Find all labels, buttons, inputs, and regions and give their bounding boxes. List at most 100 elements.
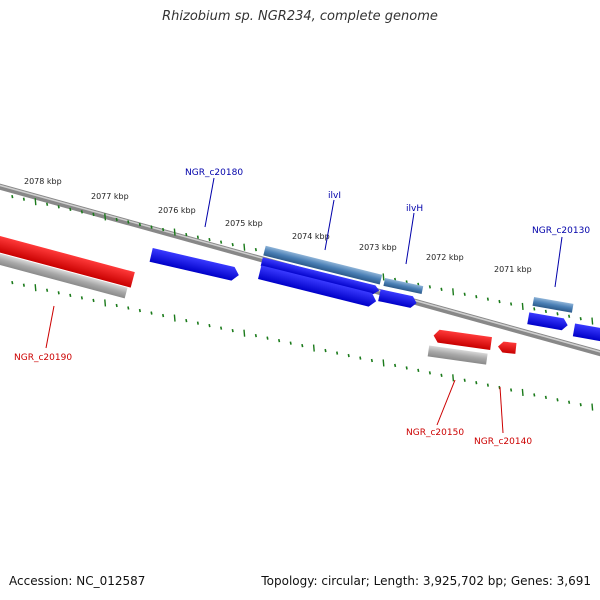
minor-tick	[69, 207, 72, 212]
gene-ilvI[interactable]	[260, 257, 381, 295]
kbp-label: 2075 kbp	[225, 219, 263, 228]
leader-NGR_c20180	[204, 177, 215, 228]
kbp-label: 2078 kbp	[24, 177, 62, 186]
major-tick	[382, 273, 385, 281]
reverse-features	[0, 235, 517, 365]
minor-tick	[254, 333, 257, 338]
minor-tick	[359, 356, 362, 360]
minor-tick	[11, 280, 14, 285]
gene-label-NGR_c20180[interactable]: NGR_c20180	[185, 168, 243, 178]
gene-NGR_c20150[interactable]	[433, 329, 492, 350]
major-tick	[243, 243, 246, 251]
minor-tick	[11, 194, 14, 199]
gene-label-NGR_c20140[interactable]: NGR_c20140	[474, 437, 532, 447]
scale-labels: 2078 kbp 2077 kbp 2076 kbp 2075 kbp 2074…	[24, 177, 532, 274]
minor-tick	[138, 222, 141, 227]
major-tick	[521, 302, 524, 311]
cds-NGR_c20130[interactable]	[532, 296, 574, 313]
leader-NGR_c20190	[45, 305, 55, 349]
minor-tick	[486, 297, 489, 301]
minor-tick	[579, 316, 582, 321]
minor-tick	[579, 402, 582, 407]
minor-tick	[266, 336, 269, 340]
leader-lines	[45, 177, 563, 434]
minor-tick	[150, 311, 153, 315]
major-tick	[312, 344, 315, 352]
minor-tick	[428, 285, 431, 289]
leader-NGR_c20150	[436, 379, 456, 426]
major-tick	[591, 403, 594, 411]
gene-label-NGR_c20190[interactable]: NGR_c20190	[14, 353, 72, 363]
gene-NGR_c20130[interactable]	[527, 312, 568, 331]
gene-edge-right[interactable]	[572, 323, 600, 343]
minor-tick	[22, 283, 25, 287]
gene-label-ilvH[interactable]: ilvH	[406, 204, 423, 214]
gene-ilvI-lower[interactable]	[257, 265, 378, 308]
cds-NGR_c20190[interactable]	[0, 251, 128, 299]
major-tick	[591, 317, 594, 325]
minor-tick	[208, 323, 211, 328]
minor-tick	[533, 393, 536, 397]
major-tick	[382, 359, 385, 367]
major-tick	[104, 299, 107, 307]
minor-tick	[162, 227, 165, 232]
major-tick	[452, 374, 455, 382]
minor-tick	[544, 395, 547, 400]
minor-tick	[544, 309, 547, 314]
gene-labels: NGR_c20180 ilvI ilvH NGR_c20130 NGR_c201…	[14, 168, 590, 447]
minor-tick	[196, 321, 199, 325]
minor-tick	[92, 298, 95, 303]
minor-tick	[220, 326, 223, 330]
minor-tick	[301, 343, 304, 348]
gene-ilvH[interactable]	[378, 289, 418, 309]
minor-tick	[196, 235, 199, 239]
minor-tick	[568, 314, 571, 318]
minor-tick	[498, 299, 501, 304]
gene-label-NGR_c20150[interactable]: NGR_c20150	[406, 428, 464, 438]
minor-tick	[22, 197, 25, 201]
minor-tick	[417, 368, 420, 373]
minor-tick	[127, 220, 130, 224]
major-tick	[173, 314, 176, 322]
gene-label-NGR_c20130[interactable]: NGR_c20130	[532, 226, 590, 236]
minor-tick	[162, 313, 165, 318]
minor-tick	[220, 240, 223, 244]
cds-ilvI[interactable]	[263, 245, 383, 285]
topology-text: Topology: circular; Length: 3,925,702 bp…	[261, 574, 591, 588]
gene-NGR_c20180[interactable]	[149, 248, 241, 282]
minor-tick	[475, 381, 478, 385]
kbp-label: 2071 kbp	[494, 265, 532, 274]
major-tick	[34, 198, 37, 206]
minor-tick	[324, 348, 327, 353]
minor-tick	[463, 292, 466, 296]
major-tick	[34, 284, 37, 292]
minor-tick	[510, 302, 513, 306]
kbp-label: 2076 kbp	[158, 206, 196, 215]
leader-NGR_c20130	[554, 236, 563, 288]
minor-tick	[440, 373, 443, 377]
kbp-label: 2072 kbp	[426, 253, 464, 262]
cds-NGR_c20150[interactable]	[427, 345, 488, 365]
minor-tick	[80, 210, 83, 214]
minor-tick	[208, 237, 211, 242]
gene-NGR_c20140[interactable]	[497, 341, 517, 354]
leader-ilvI	[324, 199, 335, 251]
gene-label-ilvI[interactable]: ilvI	[328, 191, 341, 201]
major-tick	[521, 388, 524, 397]
minor-tick	[115, 303, 118, 308]
minor-tick	[428, 371, 431, 375]
kbp-label: 2074 kbp	[292, 232, 330, 241]
cds-ilvH[interactable]	[383, 278, 424, 294]
minor-tick	[556, 398, 559, 402]
minor-tick	[533, 307, 536, 311]
minor-tick	[46, 202, 49, 206]
minor-tick	[475, 295, 478, 299]
minor-tick	[254, 247, 257, 252]
minor-tick	[57, 205, 60, 209]
gene-NGR_c20190[interactable]	[0, 235, 135, 288]
minor-tick	[278, 338, 281, 343]
minor-tick	[486, 383, 489, 387]
minor-tick	[463, 378, 466, 382]
minor-tick	[185, 232, 188, 237]
